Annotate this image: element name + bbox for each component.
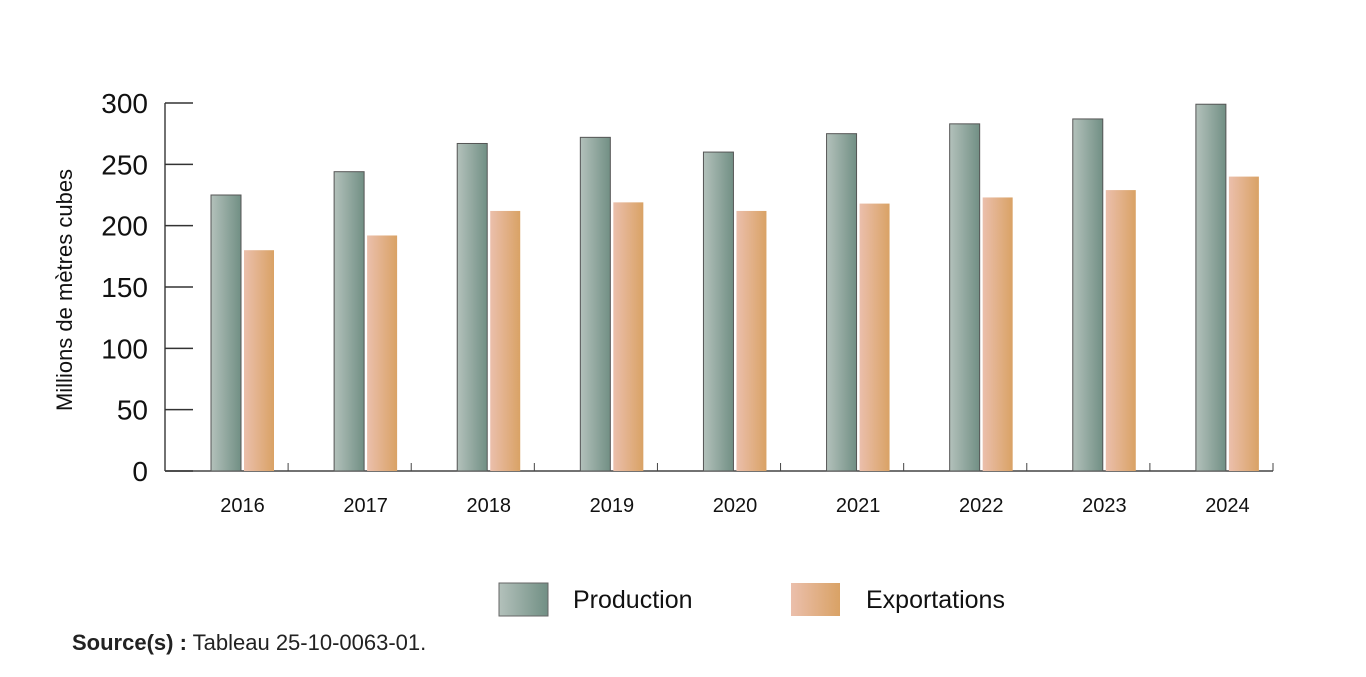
y-tick-label: 100: [101, 333, 148, 364]
legend: Production Exportations: [498, 582, 1005, 617]
bar-exportations-2020: [736, 210, 767, 472]
bar-exportations-2017: [367, 235, 398, 471]
source-label: Source(s) :: [72, 630, 187, 655]
bar-exportations-2023: [1105, 190, 1136, 472]
source-text: Tableau 25-10-0063-01.: [192, 630, 427, 655]
x-tick-label: 2022: [959, 495, 1004, 517]
bar-production-2021: [826, 133, 858, 472]
bar-production-2023: [1072, 118, 1104, 472]
x-tick-label: 2020: [713, 495, 758, 517]
bar-exportations-2016: [244, 250, 274, 471]
x-tick-label: 2017: [343, 495, 388, 517]
bar-production-2016: [210, 194, 242, 472]
bar-exportations-2024: [1228, 176, 1259, 471]
bar-exportations-2022: [982, 197, 1013, 471]
x-tick-label: 2021: [836, 495, 881, 517]
bar-exportations-2019: [613, 202, 644, 472]
y-tick-label: 200: [101, 211, 148, 242]
bar-production-2019: [579, 136, 611, 472]
y-tick-label: 0: [132, 456, 148, 487]
bar-production-2018: [456, 142, 488, 472]
bar-production-2017: [333, 171, 365, 472]
y-tick-label: 300: [101, 88, 148, 119]
legend-label-production: Production: [573, 586, 693, 614]
bar-production-2020: [702, 151, 734, 472]
y-axis-label: Millions de mètres cubes: [52, 169, 77, 411]
source-note: Source(s) : Tableau 25-10-0063-01.: [72, 630, 426, 656]
bar-exportations-2018: [490, 210, 521, 472]
x-tick-label: 2018: [467, 495, 512, 517]
x-tick-label: 2019: [590, 495, 635, 517]
bar-production-2022: [949, 123, 981, 472]
legend-swatch-production: [498, 582, 549, 617]
y-tick-label: 50: [117, 395, 148, 426]
legend-swatch-exportations: [791, 583, 840, 616]
bar-exportations-2021: [859, 203, 890, 471]
x-tick-label: 2023: [1082, 495, 1127, 517]
x-tick-label: 2016: [220, 495, 265, 517]
y-tick-label: 150: [101, 272, 148, 303]
legend-label-exportations: Exportations: [866, 586, 1005, 614]
y-tick-label: 250: [101, 149, 148, 180]
x-tick-label: 2024: [1205, 495, 1250, 517]
bar-production-2024: [1195, 103, 1227, 472]
